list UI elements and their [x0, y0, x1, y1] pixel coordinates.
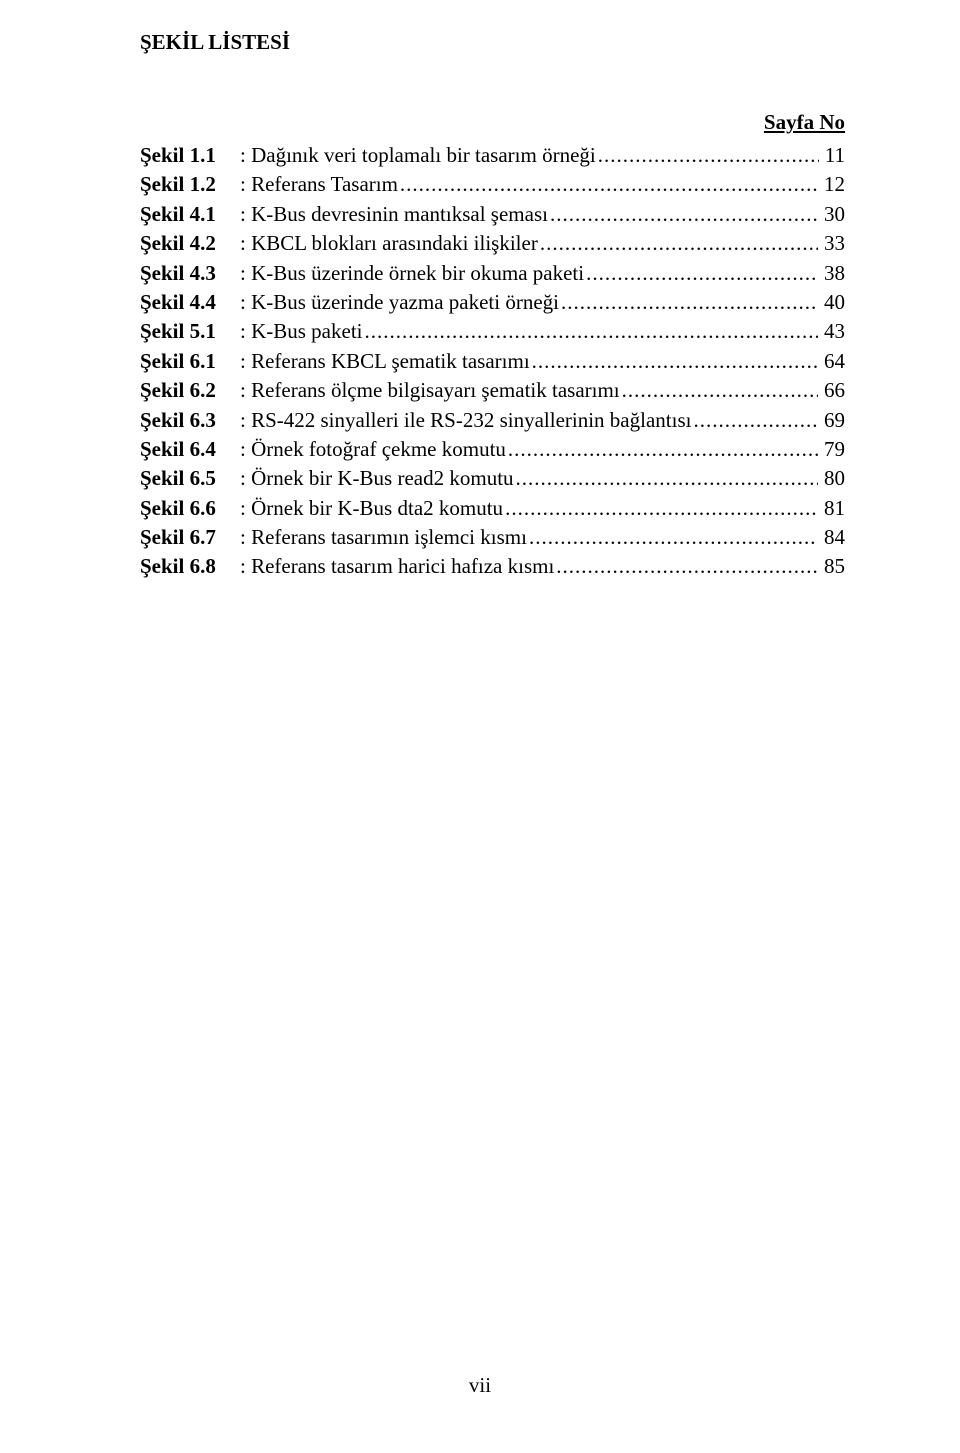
toc-entry-label: Şekil 4.3	[140, 259, 240, 288]
toc-entry-page: 33	[820, 229, 845, 258]
toc-entry-page: 84	[820, 523, 845, 552]
toc-entry-page: 43	[820, 317, 845, 346]
toc-entry-label: Şekil 1.2	[140, 170, 240, 199]
toc-entry: Şekil 6.4: Örnek fotoğraf çekme komutu 79	[140, 435, 845, 464]
toc-dot-leader	[622, 376, 818, 405]
toc-entry-page: 85	[820, 552, 845, 581]
toc-entry-description: : K-Bus paketi	[240, 317, 362, 346]
toc-entry-page: 38	[820, 259, 845, 288]
toc-entry-label: Şekil 6.7	[140, 523, 240, 552]
toc-entry-page: 69	[820, 406, 845, 435]
toc-entry: Şekil 1.2: Referans Tasarım 12	[140, 170, 845, 199]
toc-entry: Şekil 6.3: RS-422 sinyalleri ile RS-232 …	[140, 406, 845, 435]
toc-entry-page: 11	[821, 141, 845, 170]
toc-entry-page: 80	[820, 464, 845, 493]
page-title: ŞEKİL LİSTESİ	[140, 30, 845, 55]
toc-dot-leader	[508, 435, 818, 464]
toc-dot-leader	[586, 259, 818, 288]
toc-list: Şekil 1.1: Dağınık veri toplamalı bir ta…	[140, 141, 845, 582]
toc-entry-label: Şekil 6.2	[140, 376, 240, 405]
toc-entry-description: : Örnek bir K-Bus read2 komutu	[240, 464, 514, 493]
toc-entry-description: : RS-422 sinyalleri ile RS-232 sinyaller…	[240, 406, 691, 435]
toc-dot-leader	[529, 523, 818, 552]
toc-entry-label: Şekil 4.4	[140, 288, 240, 317]
toc-entry-description: : Dağınık veri toplamalı bir tasarım örn…	[240, 141, 596, 170]
toc-entry-description: : KBCL blokları arasındaki ilişkiler	[240, 229, 538, 258]
toc-entry-description: : K-Bus üzerinde örnek bir okuma paketi	[240, 259, 584, 288]
toc-dot-leader	[550, 200, 818, 229]
toc-entry-page: 12	[820, 170, 845, 199]
toc-entry-label: Şekil 6.8	[140, 552, 240, 581]
toc-dot-leader	[598, 141, 819, 170]
toc-entry-page: 40	[820, 288, 845, 317]
toc-entry-page: 79	[820, 435, 845, 464]
toc-entry: Şekil 6.2: Referans ölçme bilgisayarı şe…	[140, 376, 845, 405]
toc-entry-description: : K-Bus üzerinde yazma paketi örneği	[240, 288, 559, 317]
toc-entry-description: : K-Bus devresinin mantıksal şeması	[240, 200, 548, 229]
page-number-header: Sayfa No	[140, 110, 845, 135]
toc-entry-description: : Örnek bir K-Bus dta2 komutu	[240, 494, 503, 523]
toc-entry-page: 64	[820, 347, 845, 376]
toc-entry: Şekil 4.3: K-Bus üzerinde örnek bir okum…	[140, 259, 845, 288]
toc-dot-leader	[561, 288, 818, 317]
toc-entry-description: : Referans Tasarım	[240, 170, 398, 199]
toc-entry: Şekil 6.6: Örnek bir K-Bus dta2 komutu 81	[140, 494, 845, 523]
toc-dot-leader	[556, 552, 818, 581]
toc-entry-label: Şekil 6.6	[140, 494, 240, 523]
toc-dot-leader	[540, 229, 818, 258]
toc-entry-description: : Referans tasarım harici hafıza kısmı	[240, 552, 554, 581]
toc-entry: Şekil 6.8: Referans tasarım harici hafız…	[140, 552, 845, 581]
toc-entry-description: : Referans KBCL şematik tasarımı	[240, 347, 530, 376]
toc-entry: Şekil 6.1: Referans KBCL şematik tasarım…	[140, 347, 845, 376]
toc-entry: Şekil 6.7: Referans tasarımın işlemci kı…	[140, 523, 845, 552]
toc-entry-description: : Referans ölçme bilgisayarı şematik tas…	[240, 376, 620, 405]
toc-entry: Şekil 4.2: KBCL blokları arasındaki iliş…	[140, 229, 845, 258]
toc-entry-label: Şekil 6.3	[140, 406, 240, 435]
toc-entry-label: Şekil 6.4	[140, 435, 240, 464]
toc-entry-label: Şekil 5.1	[140, 317, 240, 346]
toc-entry-label: Şekil 6.1	[140, 347, 240, 376]
toc-entry-page: 66	[820, 376, 845, 405]
toc-dot-leader	[364, 317, 818, 346]
toc-entry: Şekil 4.4: K-Bus üzerinde yazma paketi ö…	[140, 288, 845, 317]
toc-entry: Şekil 1.1: Dağınık veri toplamalı bir ta…	[140, 141, 845, 170]
toc-entry-description: : Örnek fotoğraf çekme komutu	[240, 435, 506, 464]
toc-dot-leader	[400, 170, 818, 199]
toc-dot-leader	[532, 347, 818, 376]
toc-entry-label: Şekil 4.1	[140, 200, 240, 229]
toc-entry-label: Şekil 4.2	[140, 229, 240, 258]
toc-entry-page: 30	[820, 200, 845, 229]
toc-entry-page: 81	[820, 494, 845, 523]
toc-entry-description: : Referans tasarımın işlemci kısmı	[240, 523, 527, 552]
toc-entry: Şekil 6.5: Örnek bir K-Bus read2 komutu 8…	[140, 464, 845, 493]
toc-entry-label: Şekil 1.1	[140, 141, 240, 170]
toc-entry: Şekil 4.1: K-Bus devresinin mantıksal şe…	[140, 200, 845, 229]
toc-entry-label: Şekil 6.5	[140, 464, 240, 493]
toc-entry: Şekil 5.1: K-Bus paketi 43	[140, 317, 845, 346]
page-number-footer: vii	[0, 1373, 960, 1398]
toc-dot-leader	[505, 494, 818, 523]
toc-dot-leader	[516, 464, 818, 493]
toc-dot-leader	[693, 406, 818, 435]
